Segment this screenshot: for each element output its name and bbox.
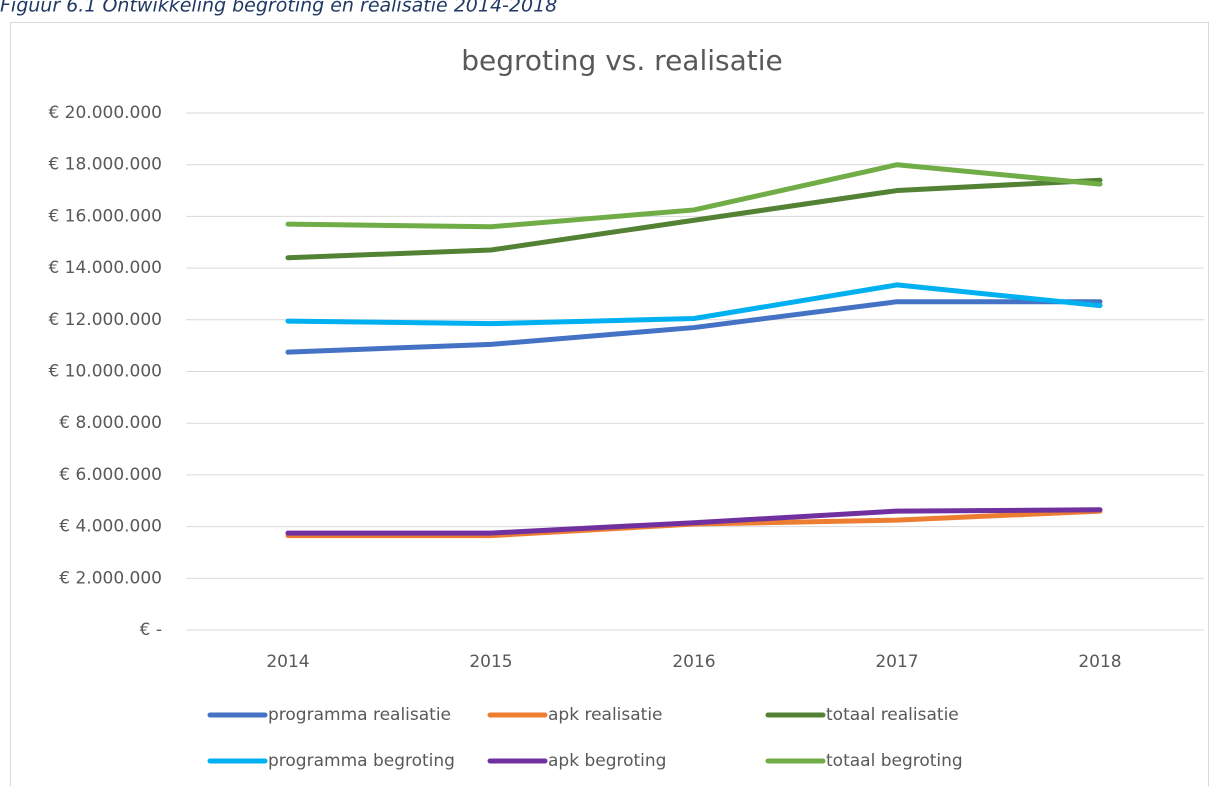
y-tick-label: € 6.000.000 (59, 465, 162, 485)
y-tick-label: € 10.000.000 (48, 362, 162, 382)
y-tick-label: € 2.000.000 (59, 568, 162, 588)
series-line (285, 299, 1103, 355)
legend-label: totaal begroting (826, 751, 963, 771)
x-tick-label: 2016 (672, 652, 715, 672)
series-line (285, 282, 1103, 327)
y-tick-label: € 12.000.000 (48, 310, 162, 330)
legend-label: apk realisatie (548, 705, 663, 725)
x-tick-label: 2014 (266, 652, 309, 672)
legend-label: programma begroting (268, 751, 455, 771)
y-tick-label: € 14.000.000 (48, 258, 162, 278)
y-tick-label: € 4.000.000 (59, 517, 162, 537)
y-tick-label: € 16.000.000 (48, 206, 162, 226)
series-line (285, 162, 1103, 230)
legend-label: programma realisatie (268, 705, 451, 725)
legend-label: totaal realisatie (826, 705, 959, 725)
chart-title: begroting vs. realisatie (461, 44, 783, 77)
series-line (285, 177, 1103, 261)
x-tick-label: 2017 (875, 652, 918, 672)
x-tick-label: 2015 (469, 652, 512, 672)
chart-frame (10, 22, 1209, 786)
caption: Figuur 6.1 Ontwikkeling begroting en rea… (0, 0, 557, 17)
y-tick-label: € 18.000.000 (48, 155, 162, 175)
y-tick-label: € 20.000.000 (48, 103, 162, 123)
series-line (285, 507, 1103, 536)
y-tick-label: € 8.000.000 (59, 413, 162, 433)
x-tick-label: 2018 (1078, 652, 1121, 672)
legend-label: apk begroting (548, 751, 666, 771)
y-tick-label: € - (140, 620, 162, 640)
